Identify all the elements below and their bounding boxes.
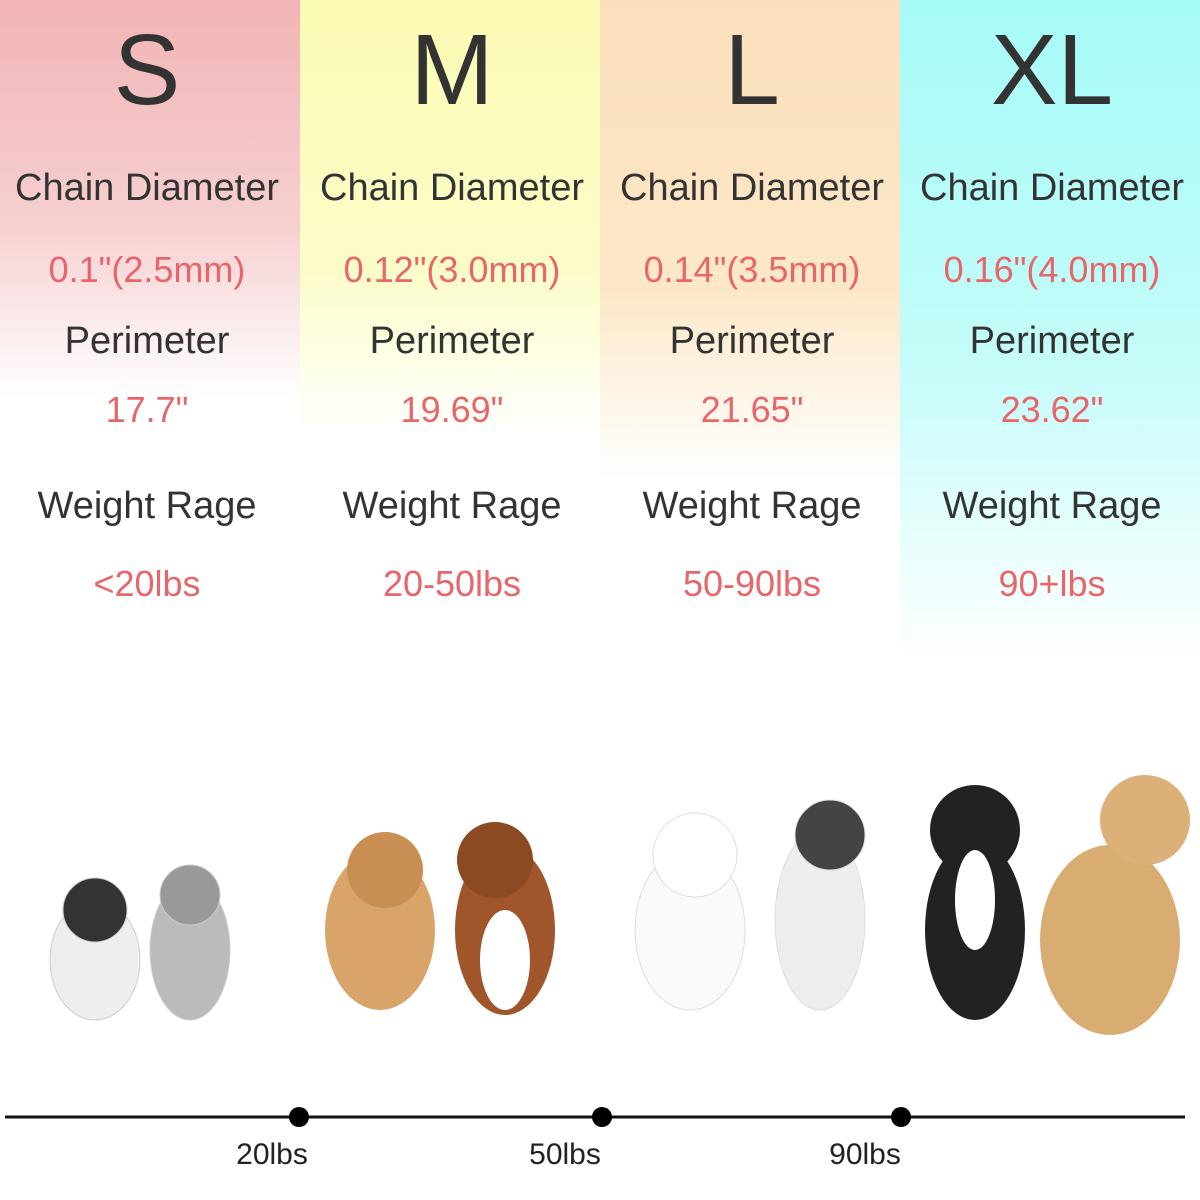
perimeter-label: Perimeter — [64, 320, 230, 362]
dog — [925, 775, 1190, 1035]
perimeter-value: 19.69" — [400, 389, 504, 430]
dog — [49, 864, 231, 1021]
dog — [325, 822, 555, 1015]
size-letter: S — [113, 14, 181, 126]
chain-label: Chain Diameter — [620, 167, 884, 209]
scale-dot — [592, 1107, 612, 1127]
chain-value: 0.16"(4.0mm) — [943, 249, 1161, 290]
scale-dot — [289, 1107, 309, 1127]
column-bg — [0, 0, 300, 400]
weight-value: 90+lbs — [998, 563, 1106, 604]
weight-label: Weight Rage — [342, 485, 562, 527]
scale-label: 50lbs — [529, 1138, 601, 1171]
weight-value: <20lbs — [93, 563, 201, 604]
column-bg — [300, 0, 600, 440]
scale-dot — [891, 1107, 911, 1127]
perimeter-value: 21.65" — [700, 389, 804, 430]
size-letter: XL — [990, 14, 1114, 126]
perimeter-label: Perimeter — [969, 320, 1135, 362]
size-letter: L — [724, 14, 780, 126]
chain-label: Chain Diameter — [320, 167, 584, 209]
size-letter: M — [410, 14, 494, 126]
dog — [634, 799, 866, 1011]
scale-label: 20lbs — [236, 1138, 308, 1171]
weight-label: Weight Rage — [642, 485, 862, 527]
perimeter-value: 23.62" — [1000, 389, 1104, 430]
perimeter-label: Perimeter — [669, 320, 835, 362]
weight-value: 20-50lbs — [382, 563, 522, 604]
chain-value: 0.12"(3.0mm) — [343, 249, 561, 290]
scale-label: 90lbs — [829, 1138, 901, 1171]
weight-label: Weight Rage — [37, 485, 257, 527]
column-bg — [600, 0, 900, 480]
weight-label: Weight Rage — [942, 485, 1162, 527]
chain-value: 0.14"(3.5mm) — [643, 249, 861, 290]
perimeter-value: 17.7" — [105, 389, 189, 430]
weight-value: 50-90lbs — [682, 563, 822, 604]
chain-value: 0.1"(2.5mm) — [48, 249, 246, 290]
perimeter-label: Perimeter — [369, 320, 535, 362]
chain-label: Chain Diameter — [920, 167, 1184, 209]
chain-label: Chain Diameter — [15, 167, 279, 209]
column-bg — [900, 0, 1200, 660]
